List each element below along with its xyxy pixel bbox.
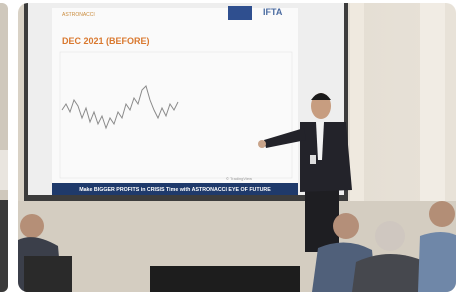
slide [52, 8, 298, 184]
logo-mark [228, 6, 252, 20]
slide-banner: Make BIGGER PROFITS in CRISIS Time with … [79, 187, 271, 193]
neighbour-photo [0, 3, 8, 292]
main-photo: ASTRONACCI IFTA DEC 2021 (BEFORE) © Trad… [18, 3, 458, 292]
slide-logo: IFTA [263, 7, 283, 17]
watermark: © TradingView [226, 176, 252, 181]
slide-brand: ASTRONACCI [62, 12, 95, 18]
page: ASTRONACCI IFTA DEC 2021 (BEFORE) © Trad… [0, 0, 463, 294]
photo: ASTRONACCI IFTA DEC 2021 (BEFORE) © Trad… [0, 0, 463, 294]
slide-title: DEC 2021 (BEFORE) [62, 36, 150, 46]
stage-monitor [150, 266, 300, 292]
